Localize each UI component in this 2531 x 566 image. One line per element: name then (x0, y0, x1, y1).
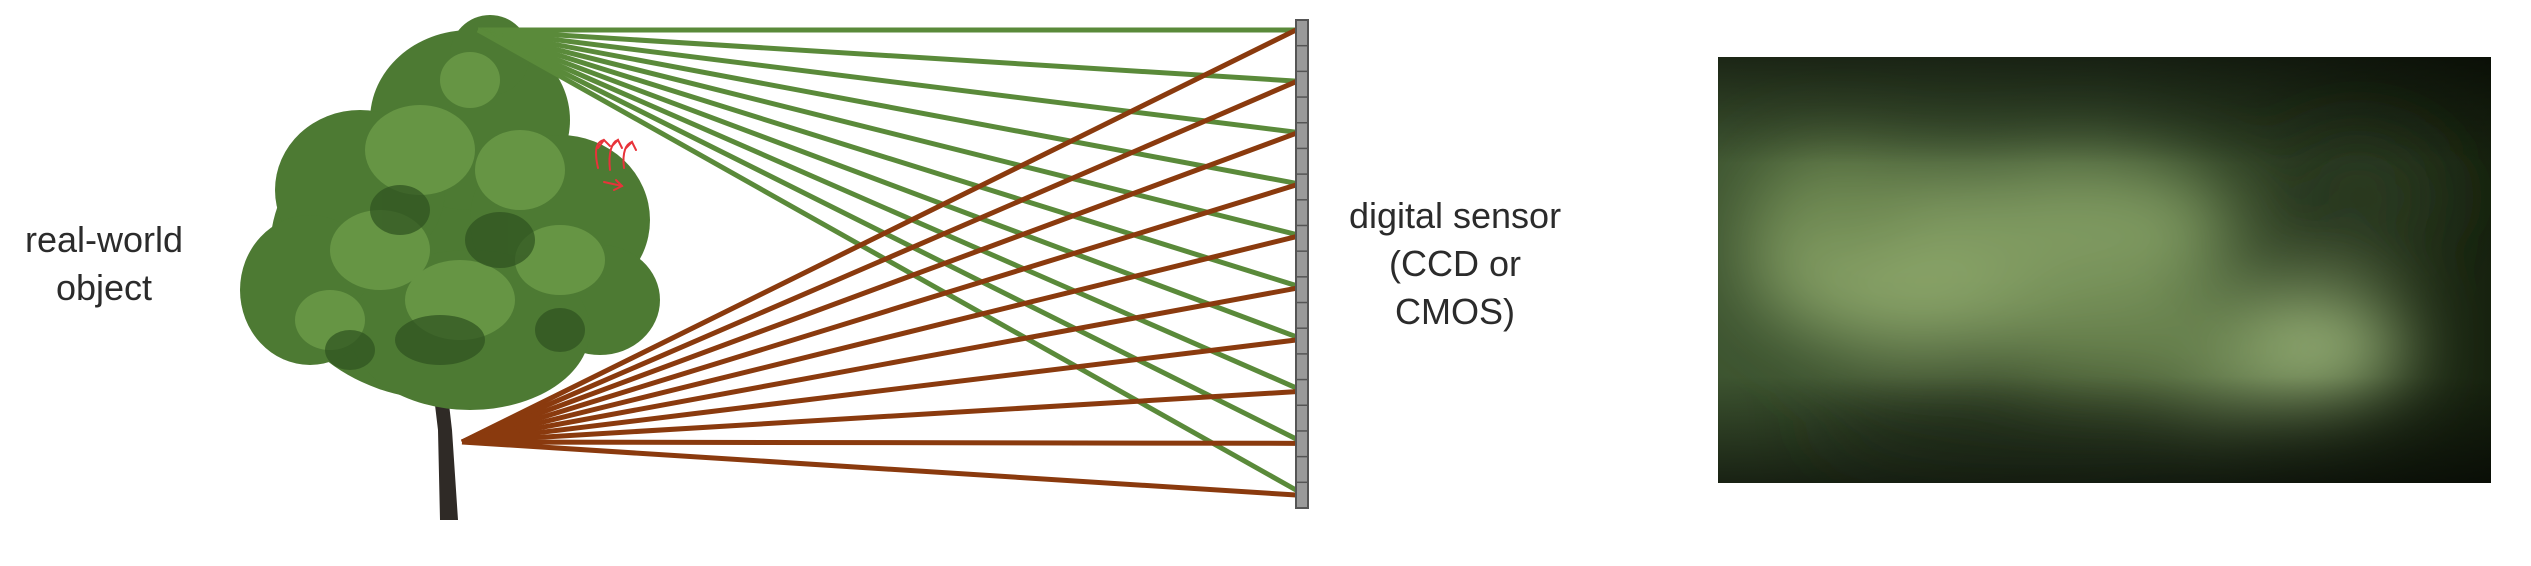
real-world-object-label: real-world object (0, 216, 208, 312)
sensor-label-line1: digital sensor (1348, 195, 1562, 236)
digital-sensor-strip (1295, 19, 1309, 509)
ray-top-7 (477, 27, 1297, 340)
handwritten-arrows-icon (595, 138, 637, 191)
ray-bottom-1 (460, 27, 1298, 445)
ray-bottom-4 (461, 182, 1297, 445)
object-label-line1: real-world (24, 219, 184, 260)
ray-top-4 (477, 27, 1297, 186)
ray-bottom-8 (461, 389, 1297, 445)
ray-bottom-10 (461, 439, 1297, 498)
ray-top-3 (477, 27, 1297, 135)
blurred-sensor-image (1718, 57, 2491, 483)
ray-bottom-2 (461, 79, 1297, 445)
object-label-line2: object (55, 267, 153, 308)
ray-diagram (240, 15, 1309, 520)
ray-top-6 (477, 27, 1297, 288)
sensor-body (1295, 19, 1309, 509)
ray-bottom-5 (461, 234, 1297, 445)
blurred-image-render (1718, 57, 2491, 483)
digital-sensor-label: digital sensor (CCD or CMOS) (1330, 192, 1580, 336)
ray-top-8 (476, 27, 1298, 391)
rays-from-bottom-point (460, 27, 1298, 498)
sensor-label-line2: (CCD or (1389, 243, 1521, 284)
sensor-label-line3: CMOS) (1395, 291, 1515, 332)
tree-icon (240, 15, 660, 520)
ray-bottom-6 (461, 285, 1297, 445)
ray-bottom-3 (461, 130, 1297, 445)
ray-top-5 (477, 27, 1297, 237)
ray-bottom-9 (461, 439, 1297, 446)
ray-bottom-7 (461, 337, 1297, 445)
ray-top-2 (477, 27, 1297, 84)
